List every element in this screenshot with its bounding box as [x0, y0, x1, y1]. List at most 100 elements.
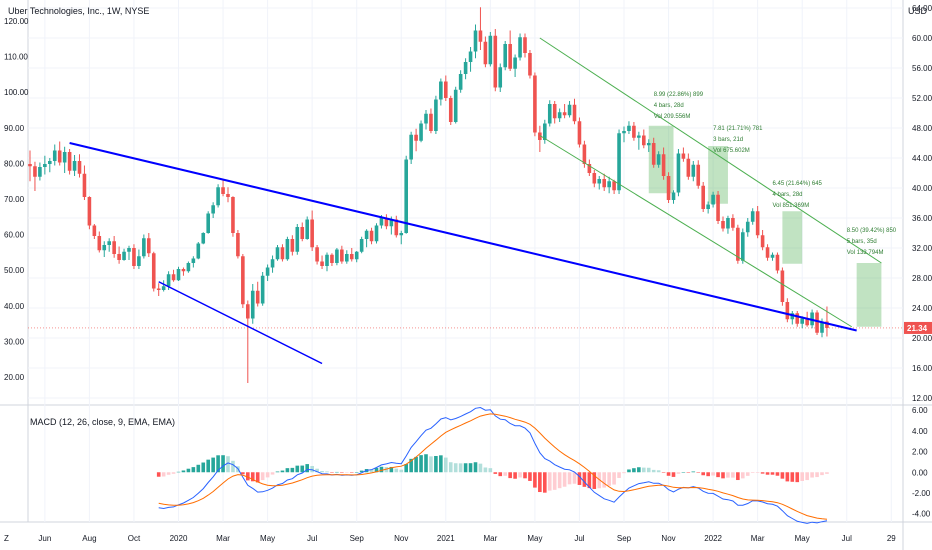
candle-body — [637, 135, 641, 138]
candle-body — [607, 181, 611, 188]
left-axis-tick-label: 100.00 — [4, 88, 29, 97]
macd-histogram-bar — [246, 472, 250, 481]
macd-histogram-bar — [419, 455, 423, 473]
candle-body — [508, 44, 512, 69]
right-axis-tick-label: 48.00 — [912, 124, 932, 133]
macd-histogram-bar — [458, 463, 463, 473]
macd-histogram-bar — [493, 472, 498, 474]
parallel-channel-lower — [539, 135, 852, 328]
macd-histogram-bar — [755, 472, 760, 473]
macd-histogram-bar — [320, 470, 324, 473]
candle-body — [82, 173, 87, 197]
candle-body — [399, 233, 404, 236]
macd-axis-tick-label: 6.00 — [912, 406, 928, 415]
candle-body — [547, 104, 552, 124]
candle-body — [335, 249, 339, 263]
candle-body — [627, 125, 631, 131]
macd-histogram-bar — [453, 463, 458, 473]
macd-histogram-bar — [359, 470, 364, 473]
candle-body — [800, 318, 804, 324]
left-axis-tick-label: 90.00 — [4, 124, 25, 133]
candle-body — [790, 313, 795, 320]
descending-trendline-upper — [69, 142, 857, 332]
macd-histogram-bar — [646, 467, 651, 473]
candle-body — [468, 51, 473, 62]
time-axis-label: Aug — [82, 534, 96, 543]
candle-body — [775, 254, 780, 271]
candle-body — [577, 121, 582, 145]
projection-label-line: 5 bars, 35d — [847, 239, 877, 245]
last-price-tag-bg — [904, 321, 932, 334]
candle-body — [156, 288, 161, 290]
time-axis-label: Sep — [617, 534, 632, 543]
macd-histogram-bar — [810, 472, 814, 478]
candle-body — [389, 219, 394, 227]
descending-trendline-lower — [158, 281, 323, 365]
candle-body — [785, 302, 790, 320]
right-axis-tick-label: 20.00 — [912, 334, 932, 343]
projection-label-line: Vol 209.556M — [654, 114, 691, 120]
candle-body — [320, 261, 324, 266]
macd-histogram-bar — [374, 467, 379, 473]
left-axis-tick-label: 120.00 — [4, 17, 29, 26]
time-axis[interactable]: Z Jun Aug Oct 2020 Mar May Jul Sep Nov 2021 Mar May J… — [4, 534, 896, 543]
projection-label-line: 8.50 (39.42%) 850 — [847, 228, 897, 234]
macd-histogram-bar — [444, 457, 448, 473]
trendlines[interactable] — [69, 37, 882, 365]
candle-body — [498, 67, 503, 88]
macd-histogram-bar — [671, 472, 676, 477]
candle-body — [310, 219, 314, 248]
candle-body — [77, 161, 82, 174]
macd-histogram-bar — [394, 468, 399, 473]
macd-histogram-bar — [384, 467, 389, 473]
candle-body — [760, 235, 765, 248]
candle-body — [617, 133, 621, 191]
macd-histogram-bar — [424, 454, 428, 473]
candle-body — [716, 194, 720, 221]
right-price-axis[interactable]: 64.00 60.00 56.00 52.00 48.00 44.00 40.00 36.00… — [912, 4, 932, 403]
macd-histogram-bar — [815, 472, 819, 478]
candle-body — [112, 241, 116, 254]
time-axis-label: May — [260, 534, 275, 543]
right-axis-tick-label: 36.00 — [912, 214, 932, 223]
candle-body — [33, 166, 37, 177]
candle-body — [528, 53, 532, 76]
macd-axis-tick-label: 2.00 — [912, 448, 928, 457]
candle-body — [246, 304, 250, 319]
candle-body — [557, 112, 562, 119]
candle-body — [270, 259, 275, 268]
macd-histogram-bar — [221, 455, 225, 473]
macd-histogram-bar — [310, 465, 314, 473]
candle-body — [473, 30, 478, 52]
macd-histogram-bar — [448, 462, 453, 473]
macd-histogram-bar — [226, 456, 230, 473]
candle-body — [780, 270, 785, 302]
macd-histogram-bar — [622, 472, 626, 474]
last-price-tag: 21.34 — [904, 321, 932, 334]
candle-body — [151, 253, 156, 289]
macd-axis-tick-label: -2.00 — [912, 489, 931, 498]
macd-histogram-bar — [577, 472, 582, 485]
macd-axis-tick-label: 0.00 — [912, 468, 928, 477]
right-axis-tick-label: 52.00 — [912, 94, 932, 103]
candle-body — [750, 211, 755, 222]
macd-histogram-bar — [676, 472, 681, 474]
candle-body — [681, 153, 686, 159]
macd-histogram-bar — [691, 471, 696, 473]
projection-label-line: 4 bars, 28d — [773, 192, 803, 198]
macd-histogram-bar — [300, 465, 305, 473]
macd-histogram-bar — [523, 472, 527, 479]
candle-body — [642, 135, 646, 146]
projection-label-line: 7.81 (21.71%) 781 — [713, 126, 763, 132]
macd-histogram-bar — [632, 468, 636, 473]
macd-histogram-bar — [681, 472, 686, 473]
right-axis-tick-label: 40.00 — [912, 184, 932, 193]
macd-histogram-bar — [750, 472, 755, 473]
macd-histogram-bar — [661, 472, 666, 473]
time-axis-label: 2020 — [170, 534, 188, 543]
candle-body — [379, 218, 384, 226]
macd-histogram-bar — [562, 472, 567, 487]
candle-body — [280, 247, 285, 260]
candle-body — [67, 152, 72, 171]
